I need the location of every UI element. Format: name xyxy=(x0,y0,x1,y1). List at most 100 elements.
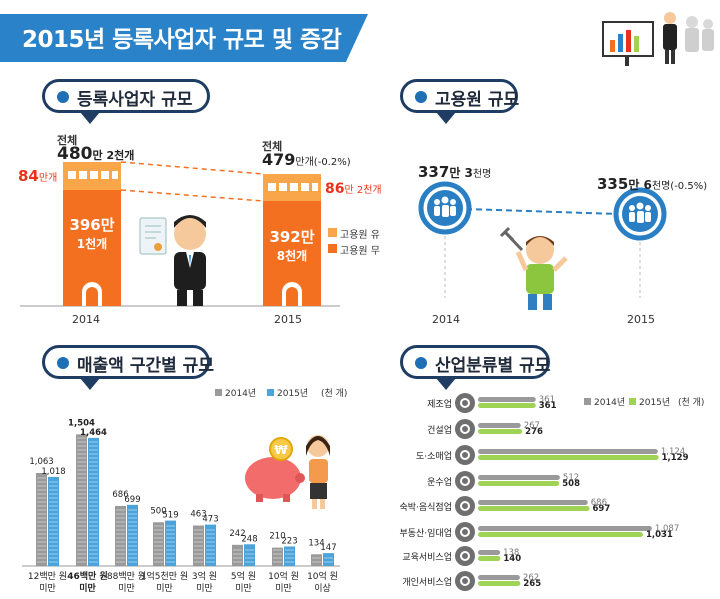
revenue-bar-2015 xyxy=(88,437,99,566)
with-employees-2014: 84만개 xyxy=(18,167,58,185)
revenue-bar-2014 xyxy=(115,505,126,566)
revenue-bar-2015 xyxy=(244,544,255,566)
industry-value-label: 262 xyxy=(523,573,539,583)
piggy-bank-illustration: ₩ xyxy=(245,437,305,502)
section-industry-title: 산업분류별 규모 xyxy=(435,356,551,376)
revenue-bar-2014 xyxy=(232,544,243,566)
industry-bar-2015 xyxy=(478,506,590,511)
revenue-value-label: 473 xyxy=(202,515,218,525)
revenue-bar-2014 xyxy=(76,434,87,566)
revenue-category-label: 미만 xyxy=(39,583,56,594)
revenue-category-label: 이상 xyxy=(314,583,331,594)
revenue-category-label: 46백만 원 xyxy=(67,570,108,582)
total-label-2015: 전체 xyxy=(262,140,283,153)
revenue-value-label: 134 xyxy=(308,538,324,548)
window-icon xyxy=(68,171,118,179)
total-2015: 479만개(-0.2%) xyxy=(262,150,351,169)
svg-text:₩: ₩ xyxy=(274,443,288,457)
industry-category-label: 개인서비스업 xyxy=(402,577,452,588)
header-banner xyxy=(0,14,368,62)
legend-label-2015: 2015년 xyxy=(639,397,670,408)
worker-illustration xyxy=(499,226,568,310)
won-coin-icon xyxy=(269,437,293,461)
section-employment-pill: 고용원 규모 xyxy=(400,79,519,113)
legend-label-2014: 2014년 xyxy=(594,397,625,408)
revenue-category-label: 미만 xyxy=(118,583,135,594)
registered-year-2015: 2015 xyxy=(274,313,302,326)
industry-bar-2014 xyxy=(478,575,520,580)
section-revenue-title: 매출액 구간별 규모 xyxy=(77,356,214,376)
revenue-unit-label: (천 개) xyxy=(321,388,347,399)
industry-category-label: 도·소매업 xyxy=(416,451,452,462)
window-icon xyxy=(268,183,318,191)
employment-year-2015: 2015 xyxy=(627,313,655,326)
revenue-category-label: 미만 xyxy=(156,583,173,594)
industry-category-icon xyxy=(455,546,475,566)
section-revenue-pill: 매출액 구간별 규모 xyxy=(42,345,214,379)
industry-bar-2014 xyxy=(478,526,652,531)
industry-category-icon-glyph xyxy=(460,450,470,460)
industry-category-icon-glyph xyxy=(460,398,470,408)
connector-middle xyxy=(120,189,264,202)
industry-category-label: 건설업 xyxy=(427,425,452,436)
industry-value-label: 361 xyxy=(539,395,555,405)
industry-bar-2014 xyxy=(478,423,521,428)
industry-category-label: 제조업 xyxy=(427,399,452,410)
woman-illustration xyxy=(306,435,330,509)
industry-category-icon xyxy=(455,419,475,439)
industry-bar-2014 xyxy=(478,500,588,505)
without-employees-2015: 392만 8천개 xyxy=(269,228,315,263)
industry-category-icon xyxy=(455,393,475,413)
industry-category-label: 부동산·임대업 xyxy=(399,527,452,539)
industry-bar-2014 xyxy=(478,550,501,555)
bullet-icon xyxy=(415,357,427,369)
industry-bar-2014 xyxy=(478,397,536,402)
industry-category-label: 운수업 xyxy=(427,477,452,488)
section-industry-pill: 산업분류별 규모 xyxy=(400,345,550,379)
revenue-category-label: 1억5천만 원 xyxy=(141,570,188,582)
employment-trend-line xyxy=(465,208,619,215)
industry-bar-2015 xyxy=(478,403,536,408)
page-title: 2015년 등록사업자 규모 및 증감 xyxy=(22,27,342,53)
industry-category-icon xyxy=(455,522,475,542)
revenue-category-label: 5억 원 xyxy=(231,570,256,582)
revenue-value-label: 463 xyxy=(190,509,206,519)
revenue-value-label: 519 xyxy=(162,511,178,521)
people-icon xyxy=(434,196,456,217)
industry-category-label: 교육서비스업 xyxy=(402,552,452,563)
pill-pointer xyxy=(436,112,456,124)
industry-category-label: 숙박·음식점업 xyxy=(399,501,452,513)
industry-bar-2014 xyxy=(478,475,560,480)
with-employees-2015: 86만 2천개 xyxy=(325,181,382,197)
revenue-value-label: 1,504 xyxy=(68,418,95,428)
pill-pointer xyxy=(80,378,100,390)
businessman-illustration xyxy=(139,215,206,306)
revenue-bar-2014 xyxy=(193,525,204,566)
worker-head-icon xyxy=(526,236,554,264)
industry-bar-2015 xyxy=(478,429,523,434)
revenue-bar-2014 xyxy=(153,522,164,566)
revenue-bar-2014 xyxy=(311,554,322,566)
industry-category-icon-glyph xyxy=(460,576,470,586)
revenue-value-label: 500 xyxy=(150,506,166,516)
legend-without-employees: 고용원 무 xyxy=(340,246,380,257)
revenue-bar-2015 xyxy=(205,524,216,566)
industry-value-label: 1,124 xyxy=(661,447,685,457)
revenue-value-label: 242 xyxy=(229,529,245,539)
legend-swatch-without xyxy=(328,244,337,253)
revenue-value-label: 1,464 xyxy=(80,428,107,438)
revenue-value-label: 248 xyxy=(241,534,257,544)
industry-bar-2014 xyxy=(478,449,658,454)
revenue-value-label: 210 xyxy=(269,532,285,542)
industry-value-label: 276 xyxy=(525,427,543,437)
revenue-bar-2014 xyxy=(36,472,47,566)
revenue-category-label: 미만 xyxy=(235,583,252,594)
registered-year-2014: 2014 xyxy=(72,313,100,326)
without-employees-2014: 396만 1천개 xyxy=(69,216,115,251)
pill-pointer xyxy=(436,378,456,390)
industry-category-icon xyxy=(455,471,475,491)
